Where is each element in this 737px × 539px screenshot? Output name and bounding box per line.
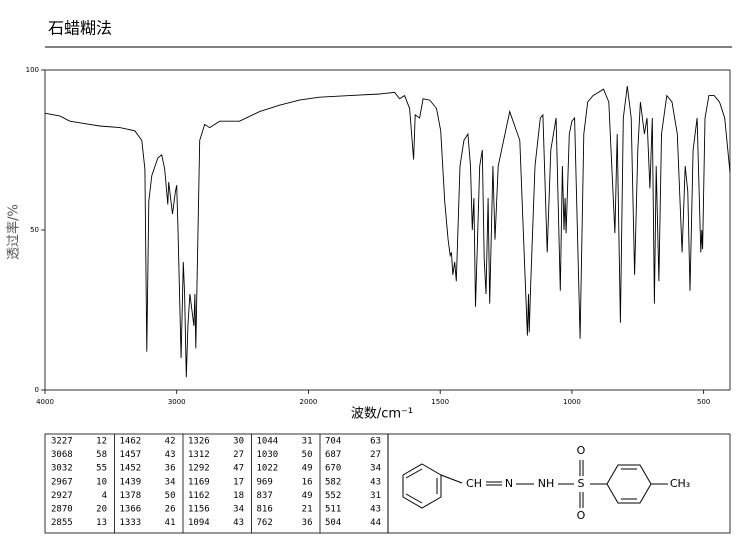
peak-transmittance: 50 xyxy=(165,491,176,501)
peak-wavenumber: 704 xyxy=(325,437,341,447)
peak-wavenumber: 3068 xyxy=(51,450,73,460)
x-tick-label: 1500 xyxy=(431,398,449,406)
peak-wavenumber: 2870 xyxy=(51,505,73,515)
x-axis-label: 波数/cm⁻¹ xyxy=(351,407,413,422)
bond xyxy=(405,493,423,504)
y-tick-label: 0 xyxy=(35,386,39,394)
atom-label: N xyxy=(505,477,513,490)
peak-wavenumber: 1169 xyxy=(188,477,210,487)
peak-transmittance: 21 xyxy=(302,505,313,515)
peak-wavenumber: 504 xyxy=(325,518,341,528)
peak-wavenumber: 1366 xyxy=(120,505,142,515)
peak-wavenumber: 1333 xyxy=(120,518,142,528)
peak-transmittance: 41 xyxy=(165,518,176,528)
peak-transmittance: 36 xyxy=(165,464,176,474)
peak-wavenumber: 1439 xyxy=(120,477,142,487)
peak-wavenumber: 1326 xyxy=(188,437,210,447)
peak-transmittance: 31 xyxy=(302,437,313,447)
x-tick-label: 2000 xyxy=(300,398,318,406)
x-tick-label: 1000 xyxy=(563,398,581,406)
peak-wavenumber: 1044 xyxy=(257,437,279,447)
peak-transmittance: 30 xyxy=(233,437,244,447)
atom-label: O xyxy=(577,509,586,522)
peak-wavenumber: 1312 xyxy=(188,450,210,460)
spectrum-line xyxy=(44,85,731,378)
bond xyxy=(440,474,463,484)
peak-wavenumber: 1022 xyxy=(257,464,279,474)
ring xyxy=(402,463,442,509)
structure: CH N NH S O O CH₃ xyxy=(387,434,690,533)
x-tick-label: 500 xyxy=(697,398,710,406)
atom-label: O xyxy=(577,444,586,457)
peak-transmittance: 42 xyxy=(165,437,176,447)
peak-wavenumber: 1292 xyxy=(188,464,210,474)
peak-wavenumber: 1094 xyxy=(188,518,210,528)
peak-wavenumber: 837 xyxy=(257,491,273,501)
peak-wavenumber: 969 xyxy=(257,477,273,487)
peak-wavenumber: 762 xyxy=(257,518,273,528)
peak-transmittance: 10 xyxy=(96,477,107,487)
peak-wavenumber: 511 xyxy=(325,505,341,515)
peak-transmittance: 49 xyxy=(302,464,313,474)
peak-transmittance: 36 xyxy=(302,518,313,528)
bond xyxy=(405,468,423,479)
peak-transmittance: 16 xyxy=(302,477,313,487)
peak-transmittance: 34 xyxy=(233,505,244,515)
peak-transmittance: 58 xyxy=(96,450,107,460)
peak-wavenumber: 582 xyxy=(325,477,341,487)
peak-transmittance: 44 xyxy=(370,518,381,528)
y-axis-label: 透过率/% xyxy=(6,204,22,260)
peak-transmittance: 43 xyxy=(370,505,381,515)
plot-frame xyxy=(44,69,731,391)
peak-transmittance: 47 xyxy=(233,464,244,474)
peak-wavenumber: 3032 xyxy=(51,464,73,474)
peak-wavenumber: 1457 xyxy=(120,450,142,460)
peak-wavenumber: 687 xyxy=(325,450,341,460)
peak-transmittance: 43 xyxy=(370,477,381,487)
atom-label: NH xyxy=(538,477,555,490)
peak-transmittance: 27 xyxy=(233,450,244,460)
peak-wavenumber: 3227 xyxy=(51,437,73,447)
y-tick-label: 50 xyxy=(30,226,39,234)
y-tick-label: 100 xyxy=(26,66,39,74)
peak-wavenumber: 1462 xyxy=(120,437,142,447)
peak-transmittance: 18 xyxy=(233,491,244,501)
atom-label: CH xyxy=(466,477,482,490)
peak-transmittance: 50 xyxy=(302,450,313,460)
peak-transmittance: 20 xyxy=(96,505,107,515)
peak-transmittance: 26 xyxy=(165,505,176,515)
title: 石蜡糊法 xyxy=(48,19,112,38)
peak-transmittance: 43 xyxy=(165,450,176,460)
peak-transmittance: 49 xyxy=(302,491,313,501)
peak-wavenumber: 2927 xyxy=(51,491,73,501)
peak-transmittance: 12 xyxy=(96,437,107,447)
peak-wavenumber: 2967 xyxy=(51,477,73,487)
peak-transmittance: 55 xyxy=(96,464,107,474)
peak-transmittance: 13 xyxy=(96,518,107,528)
peak-wavenumber: 1156 xyxy=(188,505,210,515)
peak-transmittance: 4 xyxy=(102,491,107,501)
ring xyxy=(606,464,652,504)
peak-transmittance: 43 xyxy=(233,518,244,528)
peak-transmittance: 31 xyxy=(370,491,381,501)
peak-transmittance: 34 xyxy=(165,477,176,487)
peak-wavenumber: 670 xyxy=(325,464,341,474)
peak-wavenumber: 1378 xyxy=(120,491,142,501)
peak-wavenumber: 1452 xyxy=(120,464,142,474)
x-tick-label: 3000 xyxy=(168,398,186,406)
peak-transmittance: 17 xyxy=(233,477,244,487)
peak-transmittance: 34 xyxy=(370,464,381,474)
atom-label: CH₃ xyxy=(670,477,690,490)
peak-transmittance: 63 xyxy=(370,437,381,447)
peak-transmittance: 27 xyxy=(370,450,381,460)
atom-label: S xyxy=(578,477,585,490)
peak-wavenumber: 552 xyxy=(325,491,341,501)
x-tick-label: 4000 xyxy=(36,398,54,406)
peak-wavenumber: 816 xyxy=(257,505,273,515)
peak-wavenumber: 1162 xyxy=(188,491,210,501)
peak-wavenumber: 2855 xyxy=(51,518,73,528)
peak-wavenumber: 1030 xyxy=(257,450,279,460)
